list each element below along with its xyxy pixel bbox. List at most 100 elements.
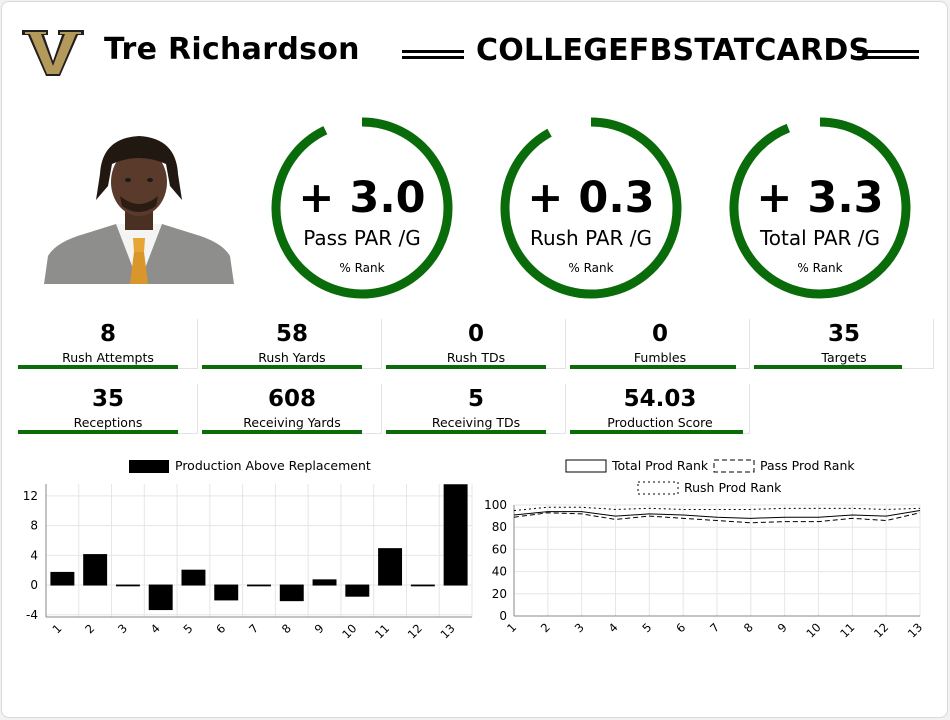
x-tick-label: 1 bbox=[49, 621, 64, 636]
stat-rush-tds: 0 Rush TDs bbox=[386, 319, 566, 369]
bar bbox=[50, 571, 75, 586]
stat-targets: 35 Targets bbox=[754, 319, 934, 369]
legend-swatch bbox=[713, 459, 755, 473]
y-tick-label: 60 bbox=[492, 542, 507, 556]
stat-bar bbox=[570, 365, 736, 369]
gauge-arc bbox=[271, 117, 453, 299]
x-tick-label: 5 bbox=[181, 621, 196, 636]
x-tick-label: 10 bbox=[803, 620, 823, 640]
stat-receiving-tds: 5 Receiving TDs bbox=[386, 384, 566, 434]
bar bbox=[312, 579, 337, 586]
bar bbox=[279, 584, 304, 602]
gauge-rush-par: + 0.3 Rush PAR /G % Rank bbox=[499, 116, 683, 300]
gauge-value: + 0.3 bbox=[527, 173, 655, 223]
x-tick-label: 5 bbox=[639, 620, 654, 635]
stat-label: Production Score bbox=[607, 415, 713, 430]
bar bbox=[247, 584, 271, 587]
x-tick-label: 2 bbox=[82, 621, 97, 636]
stat-bar bbox=[202, 430, 362, 434]
stat-label: Receiving TDs bbox=[431, 415, 521, 430]
x-tick-label: 8 bbox=[279, 621, 294, 636]
stat-bar bbox=[18, 430, 178, 434]
y-tick-label: 8 bbox=[30, 519, 38, 533]
stat-label: Rush Attempts bbox=[62, 350, 154, 365]
series-line bbox=[513, 510, 921, 519]
x-tick-label: 8 bbox=[741, 620, 756, 635]
stat-fumbles: 0 Fumbles bbox=[570, 319, 750, 369]
x-tick-label: 13 bbox=[905, 620, 925, 640]
stat-receptions: 35 Receptions bbox=[18, 384, 198, 434]
x-tick-label: 7 bbox=[246, 621, 261, 636]
y-tick-label: 100 bbox=[484, 498, 507, 512]
player-headshot-icon bbox=[44, 136, 234, 284]
x-tick-label: 3 bbox=[572, 620, 587, 635]
stat-rush-attempts: 8 Rush Attempts bbox=[18, 319, 198, 369]
stat-production-score: 54.03 Production Score bbox=[570, 384, 750, 434]
gauge-label: Rush PAR /G bbox=[529, 226, 653, 250]
y-tick-label: 40 bbox=[492, 565, 507, 579]
stat-value: 35 bbox=[91, 386, 124, 412]
gauge-arc bbox=[729, 117, 911, 299]
x-tick-label: 10 bbox=[339, 621, 359, 641]
x-tick-label: 9 bbox=[775, 620, 790, 635]
y-tick-label: 12 bbox=[23, 489, 38, 503]
stat-bar bbox=[570, 430, 743, 434]
gauge-arc bbox=[500, 117, 682, 299]
gauge-pass-par-ring bbox=[271, 117, 453, 299]
y-tick-label: 4 bbox=[30, 548, 38, 562]
brand-divider-right bbox=[857, 50, 919, 59]
legend-swatch bbox=[637, 481, 679, 495]
y-tick-label: 0 bbox=[30, 578, 38, 592]
gauge-value: + 3.3 bbox=[756, 173, 884, 223]
gauge-rank-label: % Rank bbox=[797, 261, 843, 275]
legend-label: Production Above Replacement bbox=[175, 458, 371, 473]
gauge-pass-par: + 3.0 Pass PAR /G % Rank bbox=[270, 116, 454, 300]
gauge-rank-label: % Rank bbox=[568, 261, 614, 275]
stat-label: Receptions bbox=[73, 415, 143, 430]
stat-value: 54.03 bbox=[623, 386, 697, 412]
vanderbilt-v-logo-icon bbox=[22, 30, 84, 76]
legend-label: Rush Prod Rank bbox=[684, 480, 782, 495]
stat-value: 8 bbox=[99, 321, 116, 347]
brand-divider-left bbox=[402, 50, 464, 59]
stat-value: 58 bbox=[275, 321, 308, 347]
stat-value: 35 bbox=[827, 321, 860, 347]
x-tick-label: 12 bbox=[405, 621, 425, 641]
legend-label: Total Prod Rank bbox=[611, 458, 709, 473]
gauge-label: Total PAR /G bbox=[759, 226, 881, 250]
x-tick-label: 12 bbox=[871, 620, 891, 640]
bar bbox=[115, 584, 140, 587]
stat-rush-yards: 58 Rush Yards bbox=[202, 319, 382, 369]
y-tick-label: -4 bbox=[26, 608, 38, 622]
bar bbox=[214, 584, 239, 601]
gauge-value: + 3.0 bbox=[298, 173, 426, 223]
legend-label: Pass Prod Rank bbox=[760, 458, 855, 473]
x-tick-label: 6 bbox=[213, 621, 228, 636]
player-name: Tre Richardson bbox=[104, 32, 360, 67]
y-tick-label: 0 bbox=[499, 609, 507, 623]
stat-value: 5 bbox=[467, 386, 484, 412]
stat-bar bbox=[202, 365, 362, 369]
gauge-rank-label: % Rank bbox=[339, 261, 385, 275]
legend-swatch bbox=[565, 459, 607, 473]
gauge-rush-par-ring bbox=[500, 117, 682, 299]
stat-label: Receiving Yards bbox=[243, 415, 341, 430]
x-tick-label: 7 bbox=[707, 620, 722, 635]
bar bbox=[148, 584, 173, 611]
x-tick-label: 4 bbox=[148, 621, 163, 636]
stat-label: Fumbles bbox=[633, 350, 687, 365]
stat-bar bbox=[18, 365, 178, 369]
x-tick-label: 3 bbox=[115, 621, 130, 636]
series-line bbox=[513, 512, 921, 524]
stat-value: 0 bbox=[651, 321, 668, 347]
x-tick-label: 13 bbox=[437, 621, 457, 641]
bar bbox=[410, 584, 435, 587]
bar bbox=[181, 569, 206, 586]
y-tick-label: 20 bbox=[492, 587, 507, 601]
stat-bar bbox=[386, 430, 546, 434]
x-tick-label: 11 bbox=[372, 621, 392, 641]
gauge-total-par: + 3.3 Total PAR /G % Rank bbox=[728, 116, 912, 300]
